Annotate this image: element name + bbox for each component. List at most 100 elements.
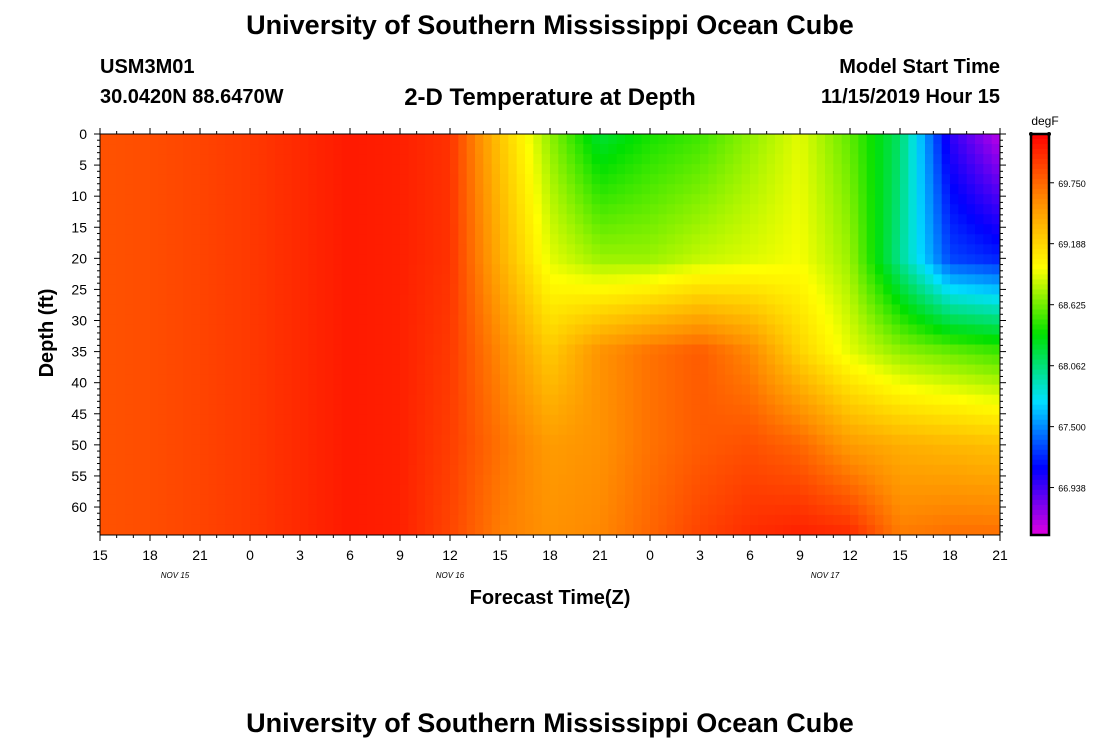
heatmap-cell (775, 164, 784, 175)
heatmap-cell (858, 254, 868, 265)
heatmap-cell (566, 314, 576, 326)
heatmap-cell (225, 484, 234, 496)
heatmap-cell (325, 224, 334, 235)
heatmap-cell (458, 144, 468, 155)
heatmap-cell (516, 234, 526, 245)
heatmap-cell (900, 404, 909, 416)
heatmap-cell (108, 144, 118, 155)
colorbar-segment (1031, 139, 1049, 145)
heatmap-cell (450, 354, 459, 366)
heatmap-cell (475, 284, 484, 296)
colorbar-segment (1031, 194, 1049, 200)
heatmap-cell (733, 344, 743, 356)
heatmap-cell (558, 324, 568, 336)
heatmap-cell (850, 204, 859, 215)
heatmap-cell (516, 194, 526, 205)
heatmap-cell (891, 494, 901, 506)
heatmap-cell (750, 414, 759, 426)
heatmap-cell (391, 234, 401, 245)
heatmap-cell (458, 364, 468, 376)
heatmap-cell (666, 144, 676, 155)
heatmap-cell (566, 294, 576, 306)
heatmap-cell (283, 434, 293, 446)
heatmap-cell (541, 314, 551, 326)
heatmap-cell (883, 464, 893, 476)
heatmap-cell (166, 454, 176, 466)
heatmap-cell (450, 194, 459, 205)
colorbar-segment (1031, 309, 1049, 316)
heatmap-cell (475, 194, 484, 205)
heatmap-cell (925, 224, 934, 235)
heatmap-cell (275, 454, 284, 466)
heatmap-cell (200, 254, 209, 265)
heatmap-cell (475, 494, 484, 506)
heatmap-cell (716, 424, 726, 436)
heatmap-cell (608, 264, 618, 275)
heatmap-cell (116, 354, 126, 366)
heatmap-cell (608, 384, 618, 396)
heatmap-cell (991, 224, 1000, 235)
heatmap-cell (916, 364, 926, 376)
heatmap-cell (991, 184, 1000, 195)
heatmap-cell (416, 464, 426, 476)
heatmap-cell (450, 404, 459, 416)
heatmap-cell (625, 244, 634, 255)
heatmap-cell (708, 494, 718, 506)
heatmap-cell (625, 404, 634, 416)
heatmap-cell (283, 474, 293, 486)
heatmap-cell (491, 414, 501, 426)
heatmap-cell (383, 224, 393, 235)
heatmap-cell (258, 394, 268, 406)
heatmap-cell (325, 354, 334, 366)
heatmap-cell (950, 204, 959, 215)
heatmap-cell (633, 294, 643, 306)
heatmap-cell (766, 514, 776, 526)
heatmap-cell (200, 384, 209, 396)
heatmap-cell (300, 474, 309, 486)
heatmap-cell (250, 524, 259, 535)
heatmap-cell (758, 494, 768, 506)
heatmap-cell (716, 494, 726, 506)
heatmap-cell (916, 284, 926, 296)
heatmap-cell (308, 454, 318, 466)
heatmap-cell (383, 304, 393, 316)
heatmap-cell (141, 144, 151, 155)
heatmap-cell (808, 504, 818, 516)
heatmap-cell (858, 484, 868, 496)
heatmap-cell (658, 404, 668, 416)
heatmap-cell (116, 514, 126, 526)
heatmap-cell (500, 374, 509, 386)
heatmap-cell (616, 294, 626, 306)
heatmap-cell (158, 464, 168, 476)
heatmap-cell (425, 144, 434, 155)
heatmap-cell (658, 364, 668, 376)
heatmap-cell (925, 254, 934, 265)
heatmap-cell (408, 164, 418, 175)
heatmap-cell (758, 224, 768, 235)
heatmap-cell (725, 364, 734, 376)
heatmap-cell (883, 154, 893, 165)
heatmap-cell (766, 274, 776, 285)
heatmap-cell (566, 164, 576, 175)
heatmap-cell (908, 164, 918, 175)
heatmap-cell (733, 444, 743, 456)
heatmap-cell (308, 254, 318, 265)
heatmap-cell (500, 484, 509, 496)
heatmap-cell (475, 214, 484, 225)
heatmap-cell (266, 524, 276, 535)
heatmap-cell (400, 344, 409, 356)
colorbar-segment (1031, 214, 1049, 220)
heatmap-cell (358, 144, 368, 155)
heatmap-cell (208, 284, 218, 296)
heatmap-cell (175, 224, 184, 235)
heatmap-cell (375, 484, 384, 496)
heatmap-cell (791, 314, 801, 326)
heatmap-cell (558, 244, 568, 255)
heatmap-cell (500, 304, 509, 316)
heatmap-cell (258, 304, 268, 316)
heatmap-cell (616, 194, 626, 205)
heatmap-cell (916, 144, 926, 155)
heatmap-cell (766, 504, 776, 516)
heatmap-cell (716, 314, 726, 326)
heatmap-cell (325, 384, 334, 396)
